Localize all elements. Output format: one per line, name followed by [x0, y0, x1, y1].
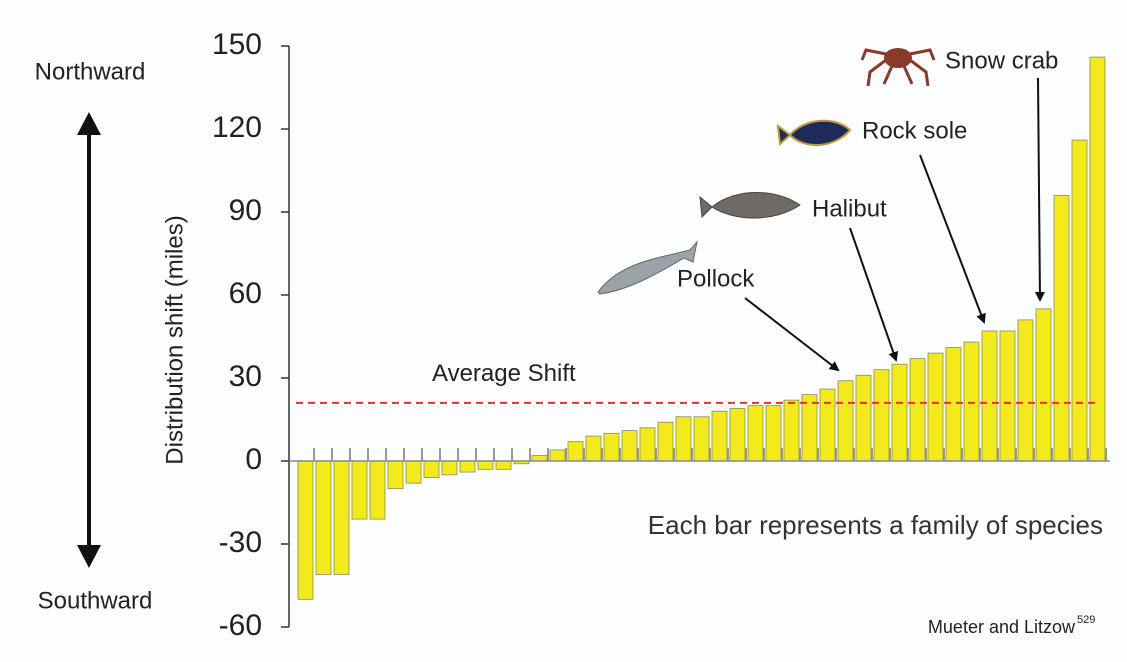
bar: [981, 330, 998, 462]
y-axis-label: Distribution shift (miles): [161, 215, 188, 464]
top-label: Northward: [35, 58, 146, 85]
bar: [315, 460, 332, 575]
annotation-arrow: [849, 227, 899, 362]
bar: [567, 441, 584, 462]
bar: [729, 408, 746, 462]
bar: [999, 330, 1016, 462]
bar: [765, 405, 782, 462]
bar: [441, 460, 458, 476]
bar: [747, 405, 764, 462]
bar: [369, 460, 386, 520]
bar: [963, 341, 980, 462]
bar: [585, 435, 602, 462]
average-label: Average Shift: [432, 360, 576, 387]
y-tick-label: -60: [219, 609, 262, 642]
snow-crab-icon: [860, 48, 936, 87]
y-tick-label: 90: [229, 194, 262, 227]
bar: [297, 460, 314, 600]
bar: [801, 394, 818, 462]
annotation: Halibut: [812, 195, 887, 222]
annotation: Rock sole: [862, 117, 967, 144]
bar: [855, 374, 872, 462]
bar: [351, 460, 368, 520]
bar: [333, 460, 350, 575]
annotation-arrow: [919, 154, 986, 324]
bar: [477, 460, 494, 470]
bar: [927, 352, 944, 462]
pollock-icon: [597, 240, 698, 295]
bar: [711, 410, 728, 462]
bar: [621, 430, 638, 462]
bar: [549, 449, 566, 462]
bottom-label: Southward: [38, 587, 153, 614]
bar: [891, 363, 908, 462]
y-tick-label: 120: [212, 111, 262, 144]
annotation: Snow crab: [945, 47, 1058, 74]
y-tick-label: 150: [212, 28, 262, 61]
bar: [459, 460, 476, 473]
bar: [1017, 319, 1034, 462]
bar: [639, 427, 656, 462]
bar: [387, 460, 404, 490]
bar: [657, 421, 674, 462]
note: Each bar represents a family of species: [648, 510, 1103, 540]
annotation-arrow: [744, 297, 840, 372]
bar: [1053, 194, 1070, 462]
bar: [693, 416, 710, 462]
bar: [495, 460, 512, 470]
bar: [675, 416, 692, 462]
annotation-arrow: [1034, 77, 1045, 302]
bar: [819, 388, 836, 462]
bar: [1035, 308, 1052, 462]
bar: [1089, 56, 1106, 462]
halibut-icon: [699, 192, 801, 219]
bar: [783, 399, 800, 462]
rock-sole-icon: [776, 119, 852, 147]
bar: [945, 347, 962, 462]
y-tick-label: 30: [229, 360, 262, 393]
source: Mueter and Litzow: [928, 617, 1076, 637]
annotation: Pollock: [677, 265, 755, 292]
bar: [531, 455, 548, 462]
y-tick-label: 60: [229, 277, 262, 310]
bar: [1071, 139, 1088, 462]
source-ref: 529: [1077, 614, 1095, 626]
bar: [405, 460, 422, 484]
y-tick-label: -30: [219, 526, 262, 559]
bar: [873, 369, 890, 462]
bar: [909, 358, 926, 462]
bar: [603, 432, 620, 462]
bar: [423, 460, 440, 479]
y-tick-label: 0: [245, 443, 262, 476]
bar: [837, 380, 854, 462]
